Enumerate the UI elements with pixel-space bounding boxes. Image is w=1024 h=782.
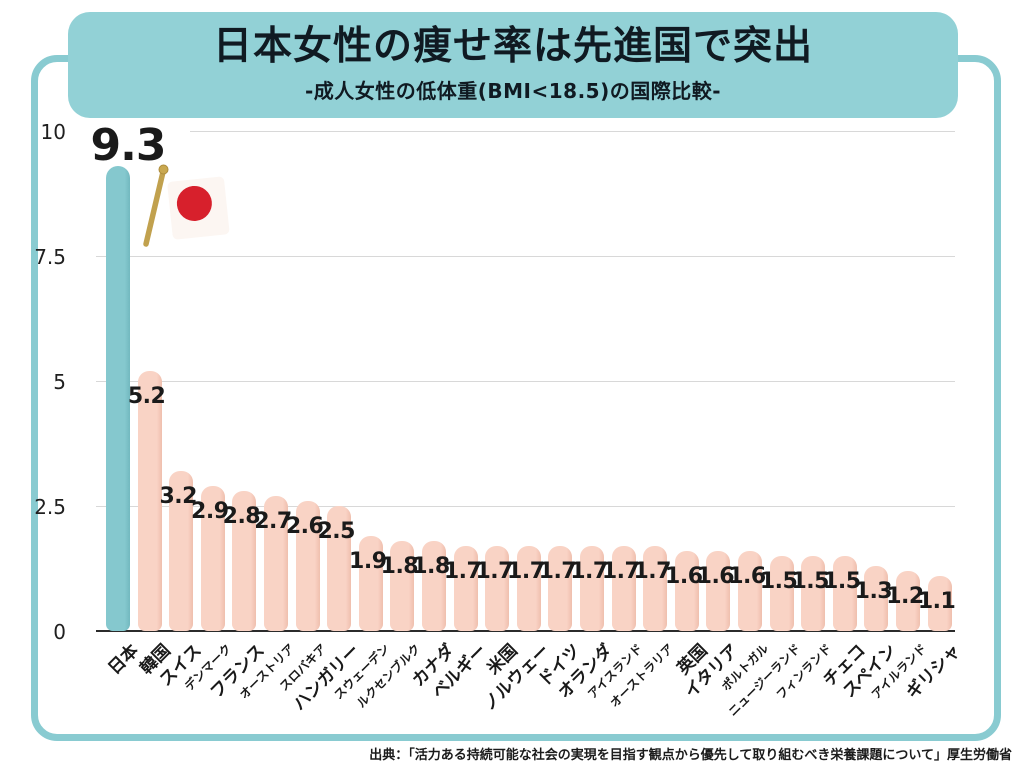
source-note: 出典：「活力ある持続可能な社会の実現を目指す観点から優先して取り組むべき栄養課題… xyxy=(369,748,1012,763)
bar-スロバキア xyxy=(295,501,320,631)
bar-米国 xyxy=(485,546,510,631)
value-label-デンマーク: 2.9 xyxy=(191,499,229,524)
y-axis-tick-label: 7.5 xyxy=(34,245,66,269)
value-label-カナダ: 1.8 xyxy=(412,554,450,579)
bar-ノルウェー xyxy=(516,546,541,631)
bar-フランス xyxy=(232,491,257,631)
bar-チェコ xyxy=(832,556,857,631)
value-label-アイスランド: 1.7 xyxy=(601,559,640,584)
bar-ハンガリー xyxy=(327,506,352,631)
gridline-7.5 xyxy=(96,256,955,257)
value-label-ベルギー: 1.7 xyxy=(443,559,482,584)
bar-オーストリア xyxy=(264,496,288,631)
value-label-英国: 1.6 xyxy=(665,564,703,589)
y-axis-tick-label: 2.5 xyxy=(34,495,66,519)
flag-cloth xyxy=(167,176,230,240)
bar-ルクセンブルク xyxy=(390,541,415,631)
japan-flag-icon xyxy=(143,164,230,247)
y-axis-tick-label: 0 xyxy=(53,620,66,644)
value-label-ニュージーランド: 1.5 xyxy=(759,569,798,594)
value-label-韓国: 5.2 xyxy=(127,384,166,409)
value-label-イタリア: 1.6 xyxy=(696,564,735,589)
value-label-スイス: 3.2 xyxy=(159,484,197,509)
value-label-ポルトガル: 1.6 xyxy=(728,564,766,589)
gridline-2.5 xyxy=(96,506,955,507)
value-label-米国: 1.7 xyxy=(475,559,513,584)
bar-スペイン xyxy=(864,566,889,631)
bar-ギリシャ xyxy=(927,576,952,631)
value-label-フランス: 2.8 xyxy=(222,504,261,529)
bar-オーストラリア xyxy=(643,546,668,631)
bar-ベルギー xyxy=(453,546,478,631)
gridline-0 xyxy=(96,630,955,632)
bar-韓国 xyxy=(137,371,162,631)
chart-title: 日本女性の痩せ率は先進国で突出 xyxy=(212,24,813,70)
bar-カナダ xyxy=(422,541,446,631)
bar-スウェーデン xyxy=(358,536,383,631)
title-box: 日本女性の痩せ率は先進国で突出 -成人女性の低体重(BMI<18.5)の国際比較… xyxy=(68,12,958,118)
value-label-ギリシャ: 1.1 xyxy=(917,589,956,614)
y-axis-tick-label: 10 xyxy=(40,120,66,144)
value-label-フィンランド: 1.5 xyxy=(791,569,829,594)
bar-ポルトガル xyxy=(738,551,762,631)
bar-フィンランド xyxy=(801,556,826,631)
flag-pole-knob xyxy=(158,164,169,175)
chart-subtitle: -成人女性の低体重(BMI<18.5)の国際比較- xyxy=(304,78,722,103)
bar-スイス xyxy=(169,471,194,631)
value-label-オランダ: 1.7 xyxy=(570,559,608,584)
value-label-ノルウェー: 1.7 xyxy=(507,559,545,584)
gridline-5 xyxy=(96,381,955,382)
bar-ニュージーランド xyxy=(769,556,794,631)
value-label-オーストリア: 2.7 xyxy=(254,509,292,534)
value-label-オーストラリア: 1.7 xyxy=(633,559,671,584)
bar-アイルランド xyxy=(896,571,920,631)
value-label-ルクセンブルク: 1.8 xyxy=(380,554,419,579)
gridline-10 xyxy=(190,131,955,132)
value-label-ハンガリー: 2.5 xyxy=(317,519,355,544)
bar-イタリア xyxy=(706,551,731,631)
y-axis-tick-label: 5 xyxy=(53,370,66,394)
value-label-ドイツ: 1.7 xyxy=(538,559,577,584)
bar-オランダ xyxy=(580,546,604,631)
bar-日本 xyxy=(106,166,130,631)
value-label-チェコ: 1.5 xyxy=(823,569,861,594)
value-label-スウェーデン: 1.9 xyxy=(349,549,387,574)
bar-アイスランド xyxy=(611,546,636,631)
value-label-アイルランド: 1.2 xyxy=(886,584,924,609)
bar-ドイツ xyxy=(548,546,573,631)
bar-デンマーク xyxy=(200,486,225,631)
value-label-日本: 9.3 xyxy=(90,120,167,171)
value-label-スペイン: 1.3 xyxy=(854,579,893,604)
bar-英国 xyxy=(674,551,699,631)
value-label-スロバキア: 2.6 xyxy=(285,514,324,539)
flag-pole xyxy=(143,169,166,247)
